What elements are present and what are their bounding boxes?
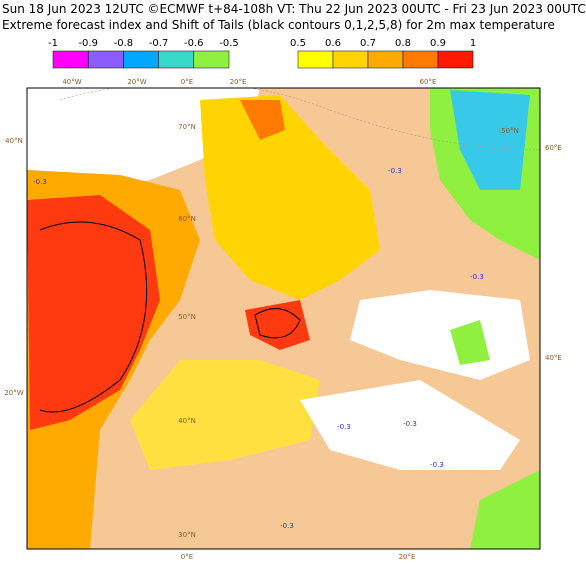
grid-label: 40°N [178,417,196,425]
colorbar-tick: 0.5 [290,38,306,49]
efi-orange-north [240,100,285,140]
lon-label: 20°W [127,78,146,86]
sot-contour [39,221,148,413]
efi-red-alps [245,300,310,350]
colorbar-box [123,50,159,69]
lat-label: 20°W [4,389,23,397]
colorbar-box [158,50,195,69]
colorbar-tick: -0.9 [78,38,98,49]
graticule [59,88,540,151]
colorbar-tick: 0.9 [430,38,446,49]
efi-yellow-south [130,360,320,470]
lon-label: 20°E [230,78,247,86]
lon-label: 60°E [420,78,437,86]
colorbar-tick: 0.7 [360,38,376,49]
colorbar-tick: 0.6 [325,38,341,49]
contour-label: -0.3 [470,273,484,281]
colorbar-box [87,50,124,69]
colorbar-tick: -0.6 [184,38,204,49]
grid-label: 60°N [178,215,196,223]
contour-label: -0.3 [403,420,417,428]
header-line1: Sun 18 Jun 2023 12UTC ©ECMWF t+84-108h V… [2,2,586,16]
efi-green-south [450,320,490,365]
colorbar-tick: -0.7 [149,38,169,49]
colorbar-box [193,50,230,69]
colorbar-box [297,50,334,69]
grid-label: 50°N [501,127,519,135]
contour-label: -0.3 [430,461,444,469]
efi-yellow-north [200,95,380,300]
lon-label: 20°E [399,553,416,561]
colorbar-tick: -1 [48,38,58,49]
lat-label: 40°E [545,354,562,362]
sot-contour [254,308,301,339]
contour-label: -0.3 [388,167,402,175]
map-frame [26,87,541,550]
efi-red [27,195,160,430]
contour-label: -0.3 [280,522,294,530]
grid-label: 30°N [178,531,196,539]
header-line2: Extreme forecast index and Shift of Tail… [2,18,555,32]
grid-label: 50°N [178,313,196,321]
contour-label: -0.3 [33,178,47,186]
colorbar-tick: 0.8 [395,38,411,49]
colorbar-tick: -0.8 [114,38,134,49]
lon-label: 0°E [181,78,193,86]
colorbar-box [52,50,89,69]
lon-label: 40°W [62,78,81,86]
contour-label: -0.3 [337,423,351,431]
colorbar-box [332,50,369,69]
efi-cyan [450,90,530,190]
map [27,88,540,549]
lon-label: 0°E [181,553,193,561]
sea-mediterranean [300,380,520,470]
lat-label: 40°N [5,137,23,145]
grid-label: 70°N [178,123,196,131]
lat-label: 60°E [545,144,562,152]
colorbar-tick: 1 [470,38,476,49]
colorbar-box [437,50,474,69]
colorbar-box [402,50,439,69]
colorbar-tick: -0.5 [219,38,239,49]
efi-green-southeast [470,470,540,549]
colorbar-box [367,50,404,69]
